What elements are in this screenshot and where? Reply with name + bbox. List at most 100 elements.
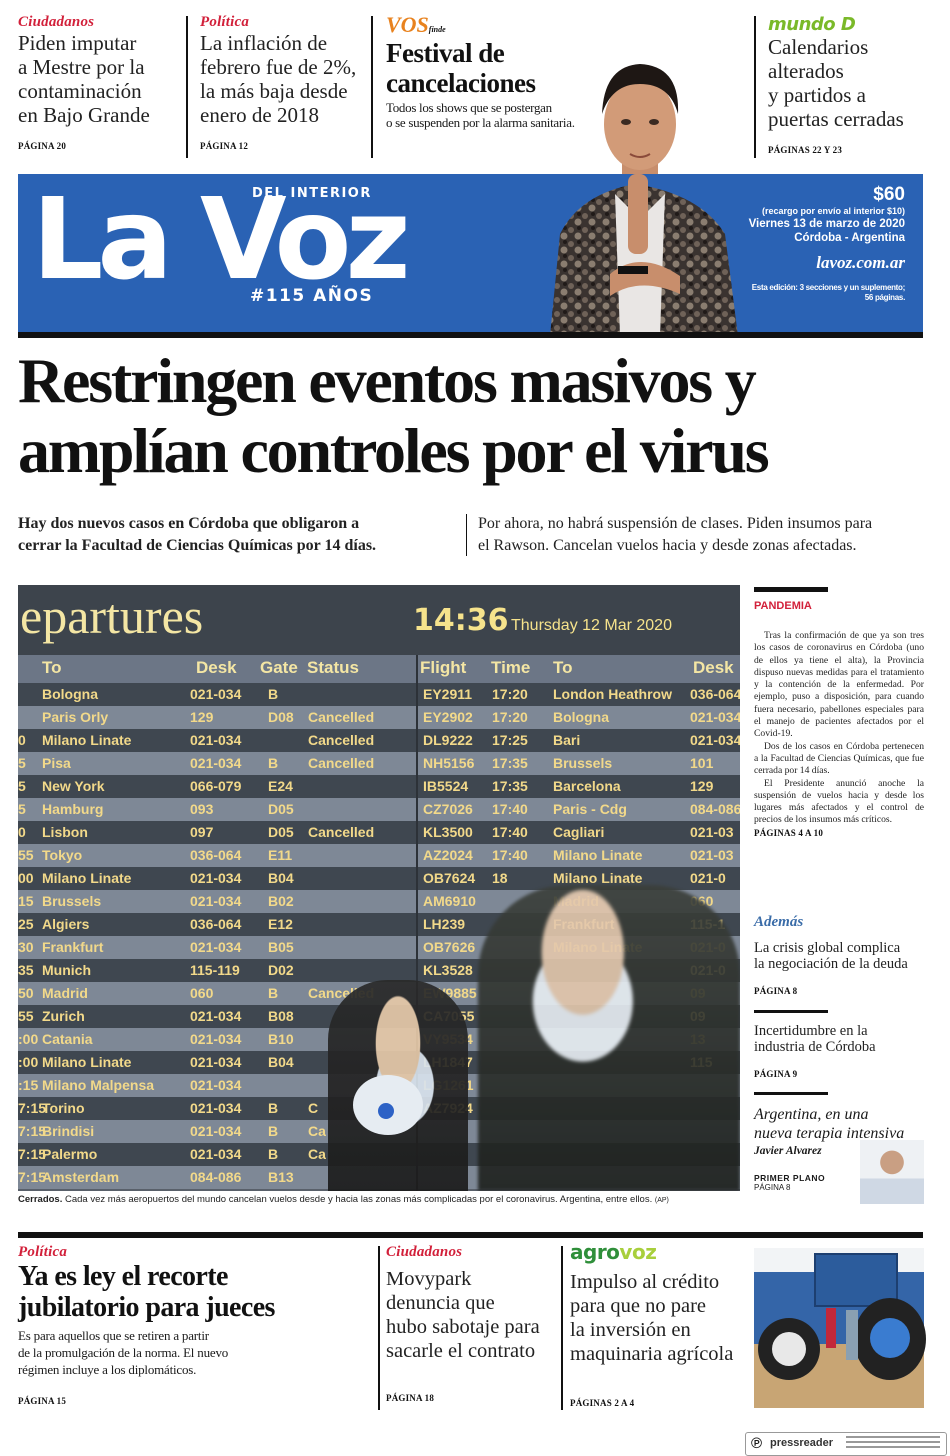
agrovoz-logo-voz: voz	[619, 1240, 657, 1264]
teaser-vos[interactable]: VOSfinde Festival de cancelaciones Todos…	[386, 12, 626, 130]
teaser-politica[interactable]: Política La inflación de febrero fue de …	[200, 14, 370, 151]
row-destination-right: Paris - Cdg	[553, 801, 627, 817]
row-destination: Zurich	[42, 1008, 85, 1024]
page-reference: PÁGINA 18	[386, 1393, 435, 1403]
board-row: 0 Milano Linate 021-034 Cancelled DL9222 17:2…	[18, 729, 740, 752]
teaser-mundod[interactable]: mundo D Calendarios alterados y partidos…	[768, 14, 938, 155]
row-status: C	[308, 1100, 319, 1116]
page-reference: PÁGINA 20	[18, 141, 67, 151]
row-time-right: 17:20	[492, 709, 528, 725]
row-desk: 021-034	[190, 1077, 242, 1093]
column-divider	[186, 16, 188, 158]
page-reference: PÁGINA 8	[754, 1183, 791, 1192]
bottom-story-politica[interactable]: Política Ya es ley el recorte jubilatori…	[18, 1244, 368, 1406]
teaser-deck: Todos los shows que se postergan o se su…	[386, 100, 626, 130]
row-desk: 021-034	[190, 732, 242, 748]
row-status: Cancelled	[308, 824, 375, 840]
row-time-right: 17:40	[492, 801, 528, 817]
ademas-item[interactable]: Incertidumbre en la industria de Córdoba…	[754, 1023, 934, 1079]
teaser-headline: La inflación de febrero fue de 2%, la má…	[200, 31, 370, 127]
row-time: 7:15	[18, 1123, 47, 1139]
row-flight: OB7626	[423, 939, 476, 955]
mask-valve	[378, 1103, 394, 1119]
row-time-right: 18	[492, 870, 508, 886]
row-desk-right: 021-03	[690, 847, 734, 863]
headline-line: cancelaciones	[386, 68, 536, 98]
deck-line: régimen incluye a los diplomáticos.	[18, 1362, 197, 1377]
ademas-item[interactable]: La crisis global complica la negociación…	[754, 940, 934, 996]
tractor-wheel	[854, 1298, 926, 1380]
row-destination: Paris Orly	[42, 709, 109, 725]
row-flight: IB5524	[423, 778, 469, 794]
vos-kicker: VOS	[386, 12, 429, 37]
row-desk: 066-079	[190, 778, 242, 794]
row-destination: Algiers	[42, 916, 90, 932]
header-flight: Flight	[420, 658, 467, 677]
row-desk: 021-034	[190, 1123, 242, 1139]
headline-line: Piden imputar	[18, 31, 137, 55]
row-destination-right: Brussels	[553, 755, 613, 771]
headline-line: Restringen eventos masivos y	[18, 345, 757, 416]
headline-line: alterados	[768, 59, 844, 83]
pressreader-badge[interactable]: ℗ pressreader	[745, 1432, 947, 1456]
row-time: 0	[18, 824, 26, 840]
header-desk: Desk	[196, 658, 237, 677]
headline-line: en Bajo Grande	[18, 103, 150, 127]
newspaper-logo[interactable]: La Voz	[32, 175, 411, 305]
bottom-story-agrovoz[interactable]: agrovoz Impulso al crédito para que no p…	[570, 1240, 750, 1408]
anniversary-tagline: #115 AÑOS	[250, 286, 374, 306]
row-destination: Milano Malpensa	[42, 1077, 155, 1093]
vos-logo: VOSfinde	[386, 12, 626, 38]
board-title: epartures	[20, 588, 204, 644]
row-desk: 021-034	[190, 1100, 242, 1116]
celebrity-photo-overlap	[540, 174, 745, 332]
row-destination-right: Cagliari	[553, 824, 605, 840]
row-gate: E11	[268, 847, 293, 863]
headline-line: hubo sabotaje para	[386, 1316, 540, 1338]
author-avatar	[860, 1140, 924, 1204]
price: $60	[873, 184, 905, 205]
row-time: 7:15	[18, 1146, 47, 1162]
pressreader-logo-icon: ℗	[751, 1435, 763, 1452]
headline-line: enero de 2018	[200, 103, 319, 127]
pressreader-brand: pressreader	[770, 1437, 833, 1449]
row-flight: DL9222	[423, 732, 473, 748]
edition-info: Esta edición: 3 secciones y un suplement…	[705, 283, 906, 303]
row-desk-right: 101	[690, 755, 714, 771]
board-divider	[416, 655, 418, 1191]
headline-line: Argentina, en una	[754, 1106, 869, 1123]
row-status: Cancelled	[308, 709, 375, 725]
sidebar-rule	[754, 1092, 828, 1095]
story-headline: Impulso al crédito para que no pare la i…	[570, 1270, 750, 1366]
vos-kicker-suffix: finde	[428, 25, 446, 34]
teaser-ciudadanos[interactable]: Ciudadanos Piden imputar a Mestre por la…	[18, 14, 183, 151]
surcharge: (recargo por envío al interior $10)	[761, 206, 905, 216]
main-headline[interactable]: Restringen eventos masivos y amplían con…	[18, 346, 933, 486]
row-gate: B	[268, 985, 279, 1001]
board-row: 55 Tokyo 036-064 E11 AZ2024 17:40 Milano Linat…	[18, 844, 740, 867]
row-destination: Brindisi	[42, 1123, 95, 1139]
page-reference: PÁGINAS 2 A 4	[570, 1398, 635, 1408]
deck-line: de la promulgación de la norma. El nuevo	[18, 1345, 229, 1360]
headline-line: Incertidumbre en la	[754, 1023, 868, 1039]
column-author: Javier Alvarez	[754, 1145, 822, 1157]
headline-line: industria de Córdoba	[754, 1039, 876, 1055]
row-destination: Milano Linate	[42, 870, 132, 886]
row-gate: B08	[268, 1008, 294, 1024]
row-time: 50	[18, 985, 34, 1001]
row-flight: EY2911	[423, 686, 473, 702]
row-destination: Catania	[42, 1031, 93, 1047]
row-time: :15	[18, 1077, 39, 1093]
row-destination: Lisbon	[42, 824, 88, 840]
deck-line: Por ahora, no habrá suspensión de clases…	[478, 515, 873, 532]
bottom-story-ciudadanos[interactable]: Ciudadanos Movypark denuncia que hubo sa…	[386, 1244, 556, 1403]
sidebar-rule	[754, 1010, 828, 1013]
website-link[interactable]: lavoz.com.ar	[816, 253, 905, 272]
opinion-column[interactable]: Argentina, en una nueva terapia intensiv…	[754, 1105, 934, 1192]
sidebar-article[interactable]: Tras la confirmación de que ya son tres …	[754, 630, 924, 839]
board-date: Thursday 12 Mar 2020	[511, 617, 672, 634]
row-destination-right: Barcelona	[553, 778, 621, 794]
row-desk-right: 084-086	[690, 801, 740, 817]
header-time: Time	[491, 658, 531, 677]
row-status: Ca	[308, 1146, 326, 1162]
